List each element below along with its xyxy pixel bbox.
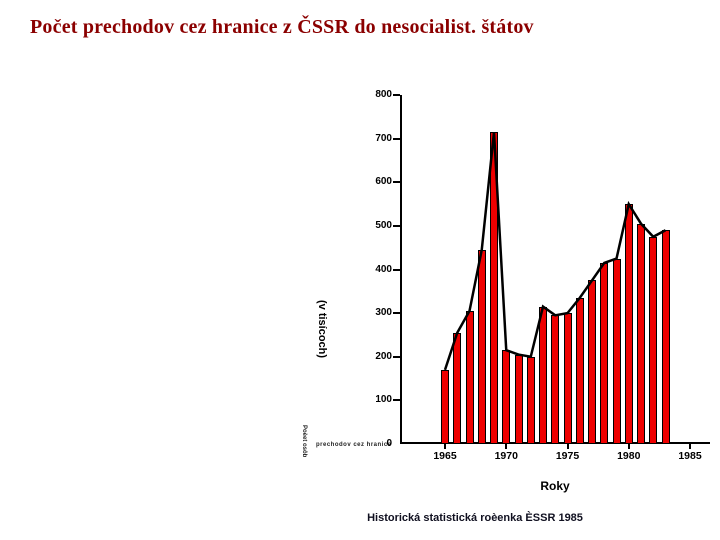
bar [502,350,511,444]
bar [490,132,498,444]
y-tick-mark [393,224,400,227]
bar [526,356,535,444]
bar [453,332,462,444]
y-tick-label: 500 [375,219,392,231]
y-tick-mark [393,268,400,271]
x-tick-mark [505,444,508,449]
bar [649,236,658,444]
x-tick-label: 1970 [494,450,518,462]
x-tick-mark [689,444,691,449]
x-tick-label: 1975 [555,450,580,462]
x-tick-label: 1985 [678,450,702,462]
plot-area: 0 100 200 300 400 500 600 700 800 1965 1970 1975 198… [375,89,710,462]
fine-print-vertical: Poèet osôb [301,425,307,458]
x-axis-title: Roky [540,479,570,493]
bar [514,354,523,444]
bar [600,262,609,444]
bar [441,369,449,444]
y-tick-label: 400 [375,263,392,275]
x-tick-mark [444,444,446,449]
bar [477,249,486,444]
y-tick-label: 800 [375,89,392,100]
y-tick-label: 600 [375,176,392,188]
bar [575,297,584,444]
bar [637,223,645,444]
source-caption: Historická statistická roèenka ÈSSR 1985 [367,512,583,524]
y-tick-label: 300 [375,307,392,319]
y-tick-label: 200 [375,350,392,362]
y-tick-mark [393,355,400,358]
bar [588,280,596,444]
fine-print-horizontal: prechodov cez hranice [316,442,392,448]
x-tick-label: 1980 [617,450,641,462]
y-tick-mark [393,399,400,402]
y-tick-label: 700 [375,132,392,144]
bar [624,204,633,444]
bar [563,313,572,444]
y-axis-title: (v tisícoch) [316,300,328,359]
slide-title: Počet prechodov cez hranice z ČSSR do ne… [30,16,534,38]
y-tick-mark [393,312,400,315]
bar [612,258,621,444]
y-tick-mark [393,181,400,184]
bar [465,310,474,444]
x-tick-label: 1965 [433,450,457,462]
x-tick-mark [627,444,630,449]
y-tick-label: 0 [386,438,392,449]
y-tick-mark [393,94,400,96]
bar [539,306,547,444]
y-tick-label: 100 [375,394,392,406]
bar [661,230,670,444]
x-tick-mark [566,444,569,449]
bar [551,315,560,444]
y-tick-mark [393,137,400,140]
